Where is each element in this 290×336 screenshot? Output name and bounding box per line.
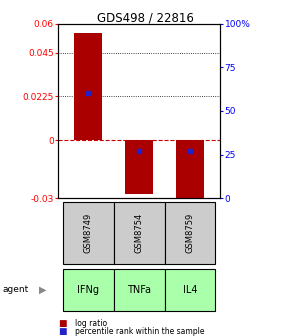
Text: ▶: ▶ <box>39 285 47 295</box>
Bar <box>165 202 215 264</box>
Text: ■: ■ <box>58 319 66 328</box>
Bar <box>63 269 114 311</box>
Bar <box>114 269 165 311</box>
Bar <box>63 202 114 264</box>
Text: IFNg: IFNg <box>77 285 99 295</box>
Bar <box>75 33 102 140</box>
Text: GSM8754: GSM8754 <box>135 213 144 253</box>
Text: GSM8749: GSM8749 <box>84 213 93 253</box>
Bar <box>176 140 204 204</box>
Text: ■: ■ <box>58 328 66 336</box>
Text: percentile rank within the sample: percentile rank within the sample <box>75 328 205 336</box>
Text: GDS498 / 22816: GDS498 / 22816 <box>97 12 193 25</box>
Text: IL4: IL4 <box>183 285 197 295</box>
Text: TNFa: TNFa <box>127 285 151 295</box>
Bar <box>114 202 165 264</box>
Text: agent: agent <box>3 285 29 294</box>
Bar <box>125 140 153 194</box>
Text: GSM8759: GSM8759 <box>185 213 195 253</box>
Text: log ratio: log ratio <box>75 319 108 328</box>
Bar <box>165 269 215 311</box>
